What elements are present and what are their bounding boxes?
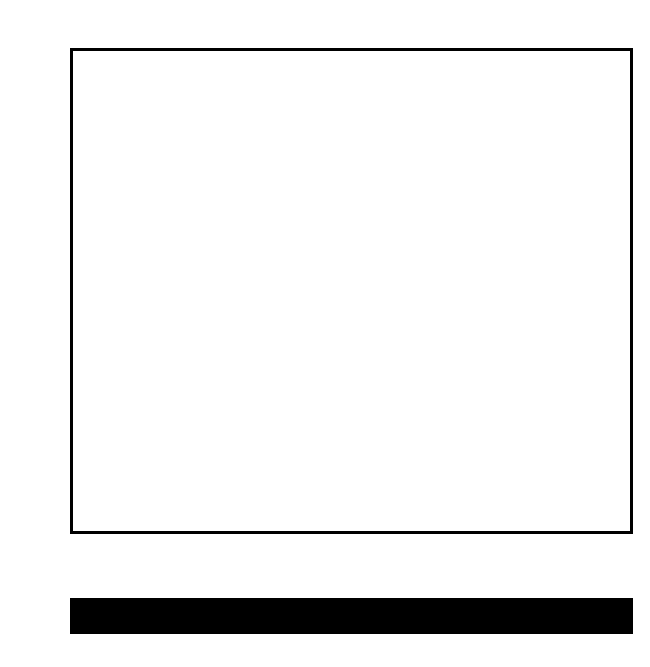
colorbar[interactable] [70, 598, 633, 634]
map-field-canvas [73, 51, 630, 531]
map-plot-area [70, 48, 633, 534]
